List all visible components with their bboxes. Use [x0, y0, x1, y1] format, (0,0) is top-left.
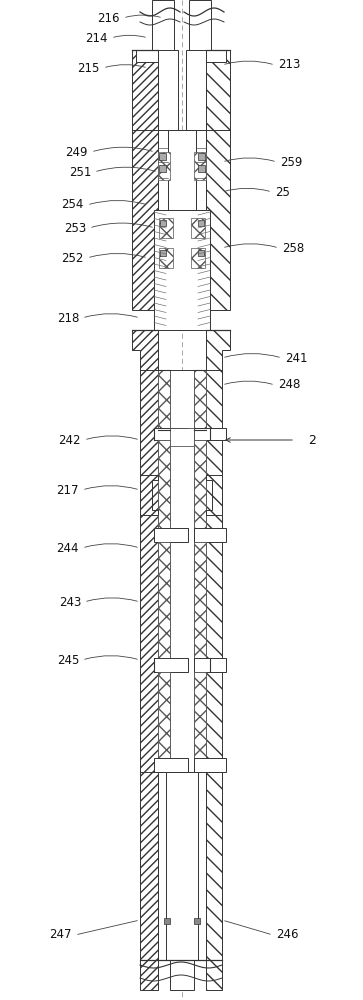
Bar [194, 152, 206, 180]
Text: 259: 259 [280, 155, 302, 168]
Bar [198, 250, 204, 256]
Bar [158, 672, 170, 760]
Text: 249: 249 [65, 145, 88, 158]
Text: 248: 248 [278, 378, 300, 391]
Text: 244: 244 [57, 542, 79, 554]
Bar [159, 248, 173, 268]
Text: 254: 254 [62, 198, 84, 212]
Text: 215: 215 [78, 62, 100, 75]
Bar [194, 370, 206, 430]
Text: 241: 241 [285, 352, 307, 364]
Bar [186, 50, 206, 130]
Text: 216: 216 [98, 11, 120, 24]
Bar [140, 370, 158, 990]
Bar [206, 370, 222, 990]
Bar [160, 250, 166, 256]
Bar [206, 772, 222, 960]
Text: 242: 242 [58, 434, 81, 446]
Bar [170, 428, 194, 446]
Bar [154, 758, 188, 772]
Bar [154, 210, 210, 330]
Bar [166, 772, 198, 960]
Bar [159, 165, 166, 172]
Bar [194, 758, 226, 772]
Text: 243: 243 [59, 595, 81, 608]
Bar [194, 672, 206, 760]
Text: 253: 253 [64, 222, 86, 234]
Bar [170, 370, 194, 990]
Bar [194, 918, 200, 924]
Bar [194, 440, 206, 530]
Bar [152, 0, 174, 55]
Bar [158, 440, 170, 530]
Bar [194, 428, 226, 440]
Bar [158, 152, 170, 180]
Bar [206, 50, 226, 62]
Bar [159, 153, 166, 160]
Text: 2: 2 [308, 434, 316, 446]
Bar [206, 130, 230, 310]
Text: 247: 247 [49, 928, 72, 942]
Bar [198, 220, 204, 226]
Text: 217: 217 [57, 484, 79, 496]
Bar [198, 153, 205, 160]
Bar [132, 130, 158, 310]
Bar [140, 772, 158, 960]
Bar [158, 370, 170, 430]
Text: 246: 246 [276, 928, 298, 942]
Bar [132, 50, 158, 130]
Text: 218: 218 [57, 312, 79, 324]
Bar [191, 218, 205, 238]
Bar [168, 130, 196, 310]
Bar [136, 50, 158, 62]
Text: 251: 251 [69, 165, 91, 178]
Text: 25: 25 [275, 186, 290, 198]
Bar [189, 0, 211, 55]
Bar [158, 542, 170, 660]
Bar [194, 528, 226, 542]
Bar [191, 248, 205, 268]
Bar [194, 542, 206, 660]
Bar [160, 220, 166, 226]
Polygon shape [140, 475, 158, 515]
Polygon shape [206, 475, 222, 515]
Polygon shape [132, 330, 158, 370]
Bar [154, 428, 188, 440]
Bar [159, 218, 173, 238]
Text: 245: 245 [57, 654, 79, 666]
Bar [158, 130, 168, 310]
Bar [158, 50, 178, 130]
Bar [206, 50, 230, 130]
Text: 214: 214 [86, 31, 108, 44]
Bar [196, 130, 206, 310]
Bar [154, 658, 188, 672]
Text: 258: 258 [282, 241, 304, 254]
Polygon shape [206, 330, 230, 370]
Bar [154, 528, 188, 542]
Bar [164, 918, 170, 924]
Text: 213: 213 [278, 58, 300, 72]
Bar [198, 165, 205, 172]
Bar [194, 658, 226, 672]
Text: 252: 252 [62, 251, 84, 264]
